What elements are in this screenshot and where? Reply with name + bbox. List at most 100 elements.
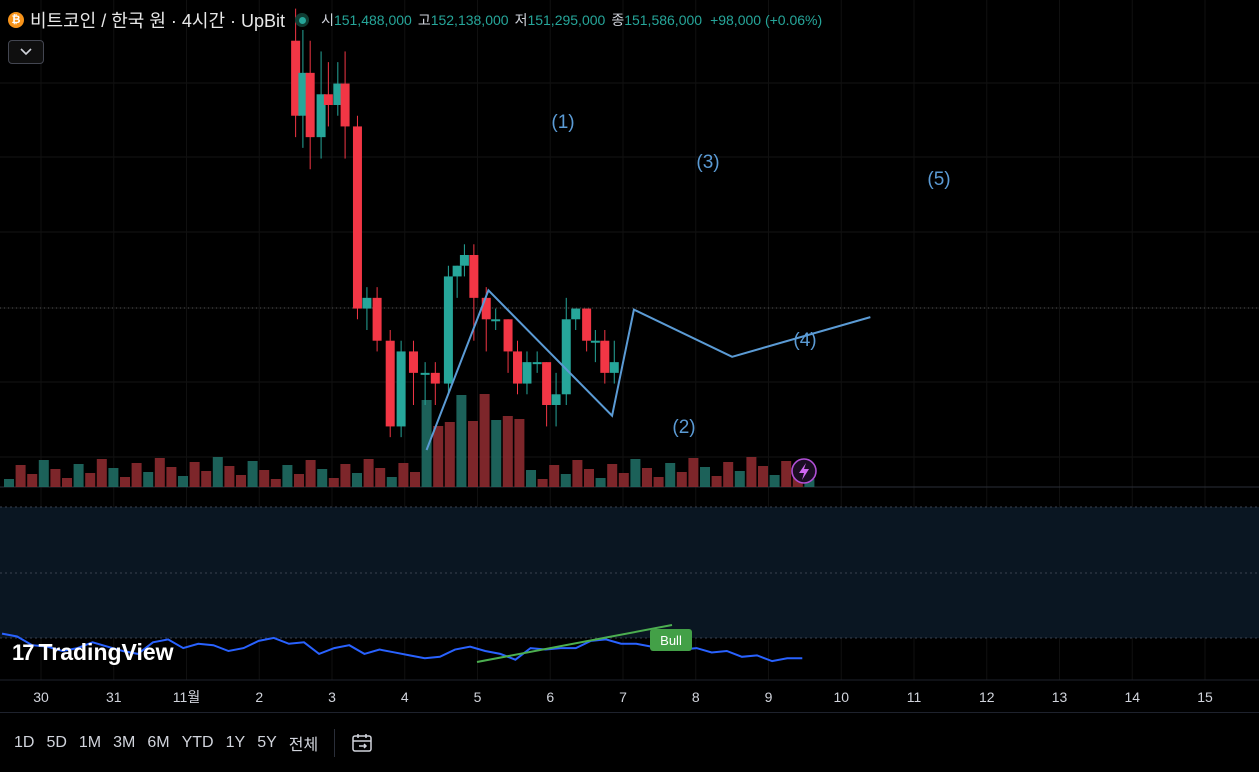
volume-bar (410, 472, 420, 487)
wave-label: (1) (551, 112, 574, 133)
volume-bar (630, 459, 641, 487)
x-tick-label: 8 (692, 689, 700, 705)
volume-bar (688, 458, 699, 487)
volume-bar (236, 475, 246, 487)
candle-body (316, 94, 326, 138)
candle-body (600, 340, 610, 373)
volume-bar (85, 473, 96, 487)
candle-body (491, 319, 501, 322)
volume-bar (328, 478, 339, 487)
elliott-wave-line (425, 288, 871, 451)
x-tick-label: 3 (328, 689, 336, 705)
tradingview-logo: 17 TradingView (12, 639, 174, 666)
chevron-down-icon (20, 48, 32, 56)
ohlc-high: 고152,138,000 (417, 12, 509, 28)
volume-bar (38, 460, 49, 487)
tradingview-wordmark: TradingView (38, 639, 174, 665)
timeframe-all[interactable]: 전체 (288, 736, 319, 754)
ohlc-close: 종151,586,000 (611, 12, 703, 28)
x-tick-label: 11 (907, 689, 922, 705)
volume-bar (781, 461, 792, 487)
candle-body (340, 83, 350, 127)
volume-bar (526, 470, 536, 487)
volume-bar (584, 469, 594, 487)
x-tick-label: 12 (979, 689, 995, 705)
wave-label: (3) (696, 152, 719, 173)
bull-divergence-line (476, 624, 673, 663)
volume-bar (723, 462, 734, 487)
volume-bar (340, 464, 351, 487)
volume-bar (433, 426, 444, 487)
candle-body (352, 126, 362, 309)
x-tick-label: 31 (106, 689, 122, 705)
volume-bar (514, 419, 525, 487)
volume-bar (120, 477, 130, 487)
volume-bar (201, 471, 212, 487)
volume-bar (444, 422, 455, 487)
volume-bar (537, 479, 548, 487)
volume-bar (618, 473, 629, 487)
timeframe-1d[interactable]: 1D (14, 733, 35, 751)
x-tick-label: 15 (1197, 689, 1213, 705)
timeframe-1m[interactable]: 1M (78, 733, 102, 751)
volume-bar (479, 394, 490, 487)
volume-bar (27, 474, 38, 487)
volume-bar (502, 416, 513, 487)
tradingview-mark: 17 (12, 639, 35, 665)
volume-bar (166, 467, 177, 487)
volume-bar (595, 478, 606, 487)
x-tick-label: 11월 (173, 689, 200, 705)
timeframe-3m[interactable]: 3M (113, 733, 136, 751)
calendar-goto-icon[interactable] (349, 730, 375, 756)
volume-bar (642, 468, 652, 487)
symbol-title[interactable]: 비트코인 / 한국 원 · 4시간 · UpBit (30, 11, 286, 31)
candle-body (571, 308, 581, 320)
candle-body (590, 340, 600, 343)
timeframe-6m[interactable]: 6M (147, 733, 170, 751)
x-tick-label: 9 (765, 689, 773, 705)
candle-body (542, 362, 552, 405)
volume-bar (758, 466, 768, 487)
rsi-band (0, 507, 1259, 638)
volume-bar (421, 400, 432, 487)
volume-bar (560, 474, 571, 487)
timeframe-1y[interactable]: 1Y (225, 733, 246, 751)
volume-bar (468, 421, 478, 487)
volume-bar (305, 460, 316, 487)
candle-body (503, 319, 513, 352)
timeframe-ytd[interactable]: YTD (181, 733, 214, 751)
x-tick-label: 14 (1124, 689, 1140, 705)
candle-body (452, 265, 462, 277)
price-chart[interactable]: (1) (2) (3) (4) (5) Bull 30 31 11월 2 3 4 5 6 7 8 9 10 11 12… (0, 0, 1259, 712)
chart-header: ₿ 비트코인 / 한국 원 · 4시간 · UpBit 시151,488,000… (8, 8, 822, 32)
timeframe-5d[interactable]: 5D (46, 733, 67, 751)
volume-bar (15, 465, 26, 487)
candle-body (459, 255, 469, 266)
volume-bar (50, 469, 61, 487)
volume-bar (282, 465, 293, 487)
timeframe-toolbar: 1D 5D 1M 3M 6M YTD 1Y 5Y 전체 (0, 712, 1259, 772)
candle-body (298, 72, 308, 116)
candle-body (291, 40, 301, 116)
volume-bar (131, 463, 142, 487)
wave-label: (4) (793, 330, 816, 351)
volume-bar (259, 470, 270, 487)
x-tick-label: 6 (546, 689, 554, 705)
x-tick-label: 7 (619, 689, 627, 705)
collapse-legend-button[interactable] (8, 40, 44, 64)
candle-body (443, 276, 453, 384)
candle-body (481, 297, 491, 320)
volume-bar (352, 473, 362, 487)
volume-bar (212, 457, 223, 487)
volume-bar (154, 458, 165, 487)
volume-bar (398, 463, 409, 487)
x-tick-label: 10 (833, 689, 849, 705)
candle-body (372, 297, 382, 341)
volume-bar (769, 475, 780, 487)
volume-bar (549, 465, 560, 487)
candle-body (385, 340, 395, 427)
candle-body (582, 308, 592, 341)
ohlc-open: 시151,488,000 (321, 12, 412, 28)
candle-body (551, 394, 561, 405)
timeframe-5y[interactable]: 5Y (257, 733, 277, 751)
